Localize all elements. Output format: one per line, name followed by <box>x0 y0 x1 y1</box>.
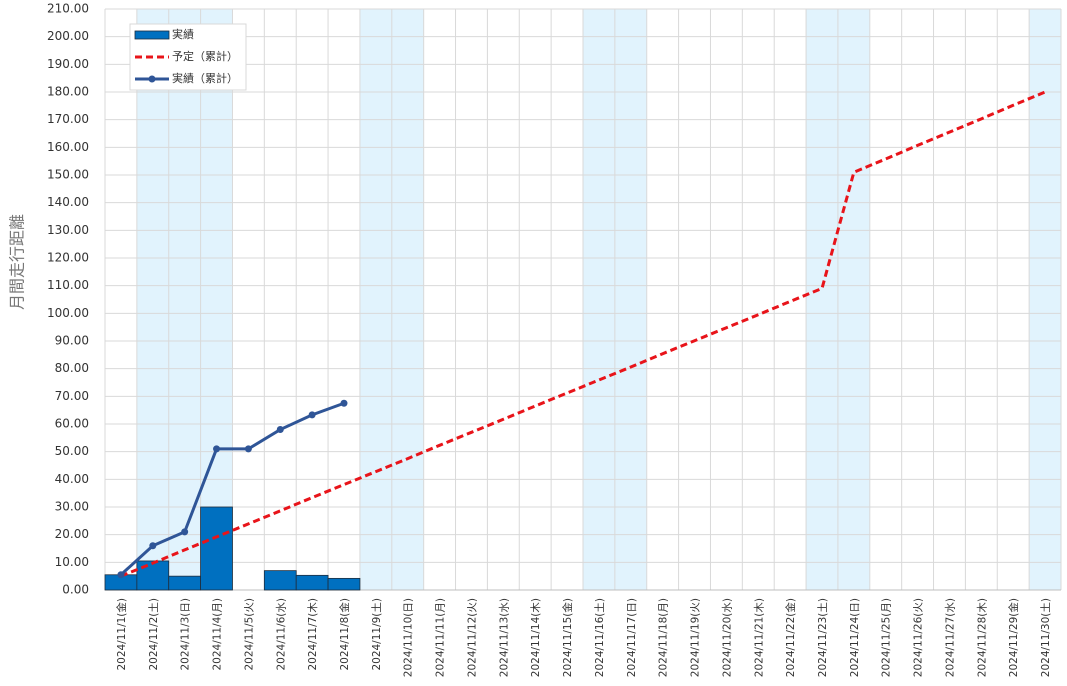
y-tick-label: 10.00 <box>55 555 89 569</box>
marker <box>213 445 221 453</box>
legend-label: 実績 <box>172 27 194 41</box>
x-tick-label: 2024/11/13(水) <box>498 598 510 677</box>
x-tick-label: 2024/11/21(木) <box>753 598 765 677</box>
holiday-band <box>583 9 615 590</box>
marker <box>340 399 348 407</box>
y-tick-label: 160.00 <box>47 140 89 154</box>
x-tick-label: 2024/11/19(火) <box>690 598 702 677</box>
x-tick-label: 2024/11/8(金) <box>338 598 351 671</box>
y-axis-label: 月間走行距離 <box>8 214 27 310</box>
y-tick-label: 40.00 <box>55 472 89 486</box>
y-tick-label: 60.00 <box>55 417 89 431</box>
holiday-band <box>168 9 201 590</box>
x-tick-label: 2024/11/29(金) <box>1007 598 1020 677</box>
x-tick-label: 2024/11/12(火) <box>466 598 478 677</box>
bar <box>136 560 170 591</box>
bar <box>327 577 361 591</box>
x-tick-label: 2024/11/25(月) <box>881 598 893 677</box>
bar <box>168 575 202 591</box>
x-tick-label: 2024/11/15(金) <box>561 598 574 677</box>
x-tick-label: 2024/11/24(日) <box>849 598 861 677</box>
x-tick-label: 2024/11/2(土) <box>147 598 160 671</box>
x-tick-label: 2024/11/16(土) <box>593 598 606 677</box>
holiday-band <box>614 9 647 590</box>
holiday-band <box>1029 9 1061 590</box>
marker <box>181 528 189 536</box>
bar <box>295 574 329 591</box>
y-tick-label: 70.00 <box>55 389 89 403</box>
y-tick-label: 150.00 <box>47 168 89 182</box>
x-tick-label: 2024/11/11(月) <box>435 598 447 677</box>
y-tick-label: 180.00 <box>47 85 89 99</box>
x-tick-label: 2024/11/28(木) <box>976 598 988 677</box>
y-tick-label: 210.00 <box>47 2 89 16</box>
holiday-band <box>391 9 424 590</box>
legend-label: 予定（累計） <box>172 49 238 63</box>
y-tick-label: 30.00 <box>55 500 89 514</box>
marker <box>276 426 284 434</box>
y-tick-label: 0.00 <box>62 583 89 597</box>
x-tick-label: 2024/11/1(金) <box>115 598 128 671</box>
holiday-band <box>837 9 870 590</box>
holiday-band <box>200 9 233 590</box>
y-tick-label: 170.00 <box>47 112 89 126</box>
x-tick-label: 2024/11/27(水) <box>944 598 956 677</box>
x-tick-label: 2024/11/30(土) <box>1039 598 1052 677</box>
x-tick-label: 2024/11/22(金) <box>784 598 797 677</box>
x-tick-label: 2024/11/3(日) <box>180 598 192 671</box>
x-tick-label: 2024/11/18(月) <box>658 598 670 677</box>
y-tick-label: 50.00 <box>55 444 89 458</box>
legend-label: 実績（累計） <box>172 71 238 85</box>
marker <box>308 411 316 419</box>
x-tick-label: 2024/11/9(土) <box>370 598 383 671</box>
x-tick-label: 2024/11/7(木) <box>307 598 319 671</box>
y-tick-label: 80.00 <box>55 361 89 375</box>
x-tick-label: 2024/11/23(土) <box>816 598 829 677</box>
marker <box>117 571 125 579</box>
y-tick-label: 120.00 <box>47 251 89 265</box>
holiday-band <box>806 9 838 590</box>
y-tick-label: 200.00 <box>47 29 89 43</box>
marker <box>244 445 252 453</box>
x-tick-label: 2024/11/17(日) <box>626 598 638 677</box>
x-tick-label: 2024/11/26(火) <box>913 598 925 677</box>
x-tick-label: 2024/11/5(火) <box>243 598 255 671</box>
x-tick-label: 2024/11/20(水) <box>721 598 733 677</box>
line <box>120 90 1046 578</box>
y-tick-label: 90.00 <box>55 334 89 348</box>
x-tick-label: 2024/11/6(水) <box>275 598 287 671</box>
legend-swatch <box>134 30 170 40</box>
x-tick-label: 2024/11/4(月) <box>212 598 224 671</box>
x-tick-label: 2024/11/10(日) <box>403 598 415 677</box>
legend-marker <box>148 75 156 83</box>
marker <box>149 542 157 550</box>
y-tick-label: 140.00 <box>47 195 89 209</box>
bar <box>200 506 233 591</box>
y-tick-label: 130.00 <box>47 223 89 237</box>
y-tick-label: 110.00 <box>47 278 89 292</box>
bar <box>263 570 297 591</box>
holiday-band <box>359 9 392 590</box>
x-tick-label: 2024/11/14(木) <box>530 598 542 677</box>
y-tick-label: 20.00 <box>55 527 89 541</box>
line <box>119 401 345 576</box>
y-tick-label: 100.00 <box>47 306 89 320</box>
y-tick-label: 190.00 <box>47 57 89 71</box>
holiday-band <box>136 9 169 590</box>
